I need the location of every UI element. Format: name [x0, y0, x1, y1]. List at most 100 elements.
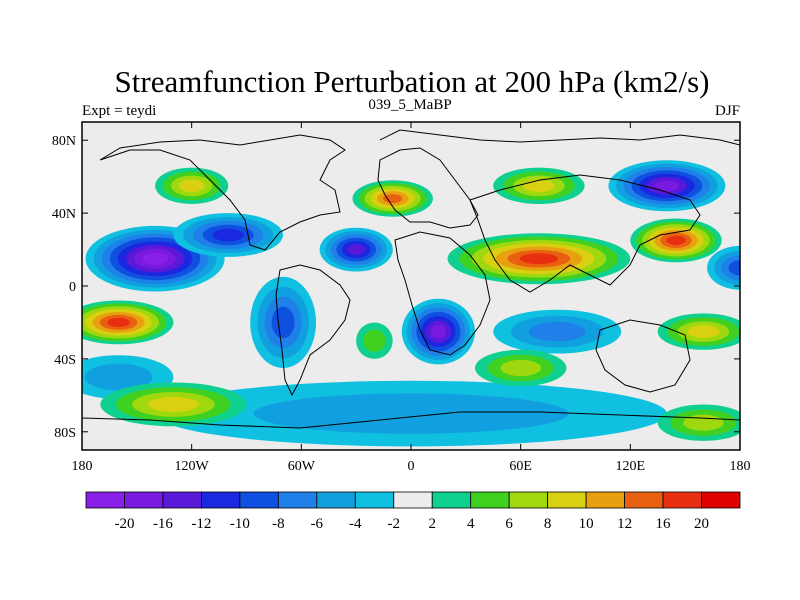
- contour-level-neg-far-east-eq-3: [728, 260, 740, 276]
- y-tick-label: 0: [69, 280, 76, 295]
- colorbar-box: [701, 491, 741, 509]
- contour-level-pos-asia-ridge-6: [519, 253, 559, 265]
- field-neg-west-asia: [608, 160, 726, 212]
- streamfunction-field: [82, 160, 740, 447]
- field-pos-asia-ridge: [447, 233, 631, 285]
- colorbar-box: [547, 491, 587, 509]
- field-neg-south-indian: [493, 309, 622, 354]
- contour-level-pos-east-asia-6: [666, 235, 686, 245]
- asia-coast: [469, 174, 701, 293]
- y-tick-label: 40S: [54, 353, 76, 368]
- field-pos-south-indian: [657, 313, 740, 350]
- colorbar-label: -2: [388, 516, 401, 532]
- contour-level-neg-atlantic-5: [347, 244, 366, 255]
- colorbar-label: 12: [617, 516, 632, 532]
- arctic-coast: [379, 129, 740, 146]
- x-tick-label: 120E: [616, 459, 646, 474]
- colorbar-box: [201, 491, 241, 509]
- field-neg-southern-ocean: [155, 380, 667, 447]
- x-axis-ticks: 180 120W 60W 0 60E 120E 180: [72, 122, 751, 474]
- contour-level-neg-south-america-3: [271, 306, 295, 339]
- colorbar-label: -20: [114, 516, 134, 532]
- colorbar-box: [124, 491, 164, 509]
- field-pos-east-asia: [630, 218, 722, 263]
- contour-level-pos-europe-5: [383, 194, 403, 203]
- australia-coast: [595, 319, 691, 393]
- field-pos-south-atlantic-mid: [356, 322, 393, 359]
- colorbar-box: [162, 491, 202, 509]
- x-tick-label: 60E: [509, 459, 532, 474]
- contour-level-pos-south-atlantic-mid-1: [363, 329, 386, 352]
- y-tick-label: 80N: [52, 134, 76, 149]
- colorbar-label: 2: [428, 516, 436, 532]
- colorbar-box: [508, 491, 549, 509]
- colorbar-label: 8: [544, 516, 552, 532]
- x-tick-label: 60W: [288, 459, 316, 474]
- colorbar-box: [624, 491, 664, 509]
- field-pos-south-pacific-high: [100, 382, 247, 427]
- africa-coast: [394, 231, 491, 356]
- center-label: 039_5_MaBP: [368, 97, 451, 113]
- colorbar-label: -16: [153, 516, 173, 532]
- contour-level-pos-south-pacific-6: [107, 317, 131, 327]
- colorbar-label: 20: [694, 516, 709, 532]
- y-axis-ticks: 80N 40N 0 40S 80S: [52, 134, 740, 441]
- field-neg-east-pacific: [173, 213, 283, 257]
- colorbar-box: [431, 491, 472, 509]
- contour-level-pos-south-pacific-high-3: [148, 396, 199, 412]
- colorbar-box: [585, 491, 625, 509]
- field-pos-southern-east: [657, 404, 740, 441]
- colorbar-label: -8: [272, 516, 285, 532]
- x-tick-label: 120W: [175, 459, 210, 474]
- colorbar-label: -4: [349, 516, 362, 532]
- left-label: Expt = teydi: [82, 103, 156, 119]
- contour-level-neg-east-pacific-4: [212, 228, 244, 242]
- colorbar-label: -12: [191, 516, 211, 532]
- field-pos-north-america: [155, 167, 229, 204]
- field-neg-atlantic: [319, 227, 393, 272]
- field-neg-south-america: [250, 276, 316, 368]
- field-neg-south-atlantic: [401, 298, 475, 365]
- y-tick-label: 80S: [54, 426, 76, 441]
- field-pos-south-africa: [475, 349, 567, 387]
- contour-level-neg-south-atlantic-6: [430, 324, 447, 339]
- colorbar-box: [393, 491, 433, 509]
- colorbar-box: [470, 491, 510, 509]
- colorbar-label: -10: [230, 516, 250, 532]
- field-pos-europe: [352, 180, 433, 217]
- contour-level-pos-north-america-3: [179, 179, 205, 193]
- contour-level-pos-south-indian-3: [687, 325, 720, 338]
- y-tick-label: 40N: [52, 207, 76, 222]
- colorbar-label: -6: [311, 516, 324, 532]
- contour-level-neg-south-pacific-west-1: [84, 363, 153, 391]
- field-neg-far-east-eq: [707, 245, 740, 290]
- north-america-coast: [99, 134, 346, 251]
- antarctica-coast: [82, 411, 740, 429]
- contour-level-neg-southern-ocean-1: [253, 393, 569, 434]
- chart-title: Streamfunction Perturbation at 200 hPa (…: [115, 64, 710, 99]
- colorbar-label: 6: [505, 516, 513, 532]
- colorbar-box: [277, 491, 318, 509]
- x-tick-label: 180: [730, 459, 751, 474]
- contour-level-pos-south-africa-2: [500, 359, 541, 377]
- colorbar-box: [85, 491, 125, 509]
- map-area: 180 120W 60W 0 60E 120E 180 80N 40N 0 40S 80S: [52, 121, 751, 474]
- right-label: DJF: [715, 103, 740, 119]
- contour-level-neg-west-asia-6: [654, 180, 680, 192]
- europe-coast: [377, 147, 479, 229]
- contour-level-pos-north-asia-3: [523, 179, 555, 193]
- colorbar-box: [316, 491, 356, 509]
- coastline: [82, 129, 740, 429]
- contour-level-neg-north-pacific-7: [142, 252, 169, 265]
- x-tick-label: 180: [72, 459, 93, 474]
- colorbar-label: 4: [467, 516, 475, 532]
- colorbar-box: [662, 491, 702, 509]
- field-pos-north-asia: [493, 167, 585, 204]
- contour-level-neg-south-indian-2: [528, 321, 586, 342]
- south-america-coast: [275, 264, 351, 397]
- x-tick-label: 0: [408, 459, 415, 474]
- contour-level-pos-southern-east-2: [683, 414, 724, 431]
- colorbar-box: [354, 491, 395, 509]
- colorbar: -20 -16 -12 -10 -8 -6 -4 -2 2 4 6 8 10 12 16 20: [85, 491, 741, 532]
